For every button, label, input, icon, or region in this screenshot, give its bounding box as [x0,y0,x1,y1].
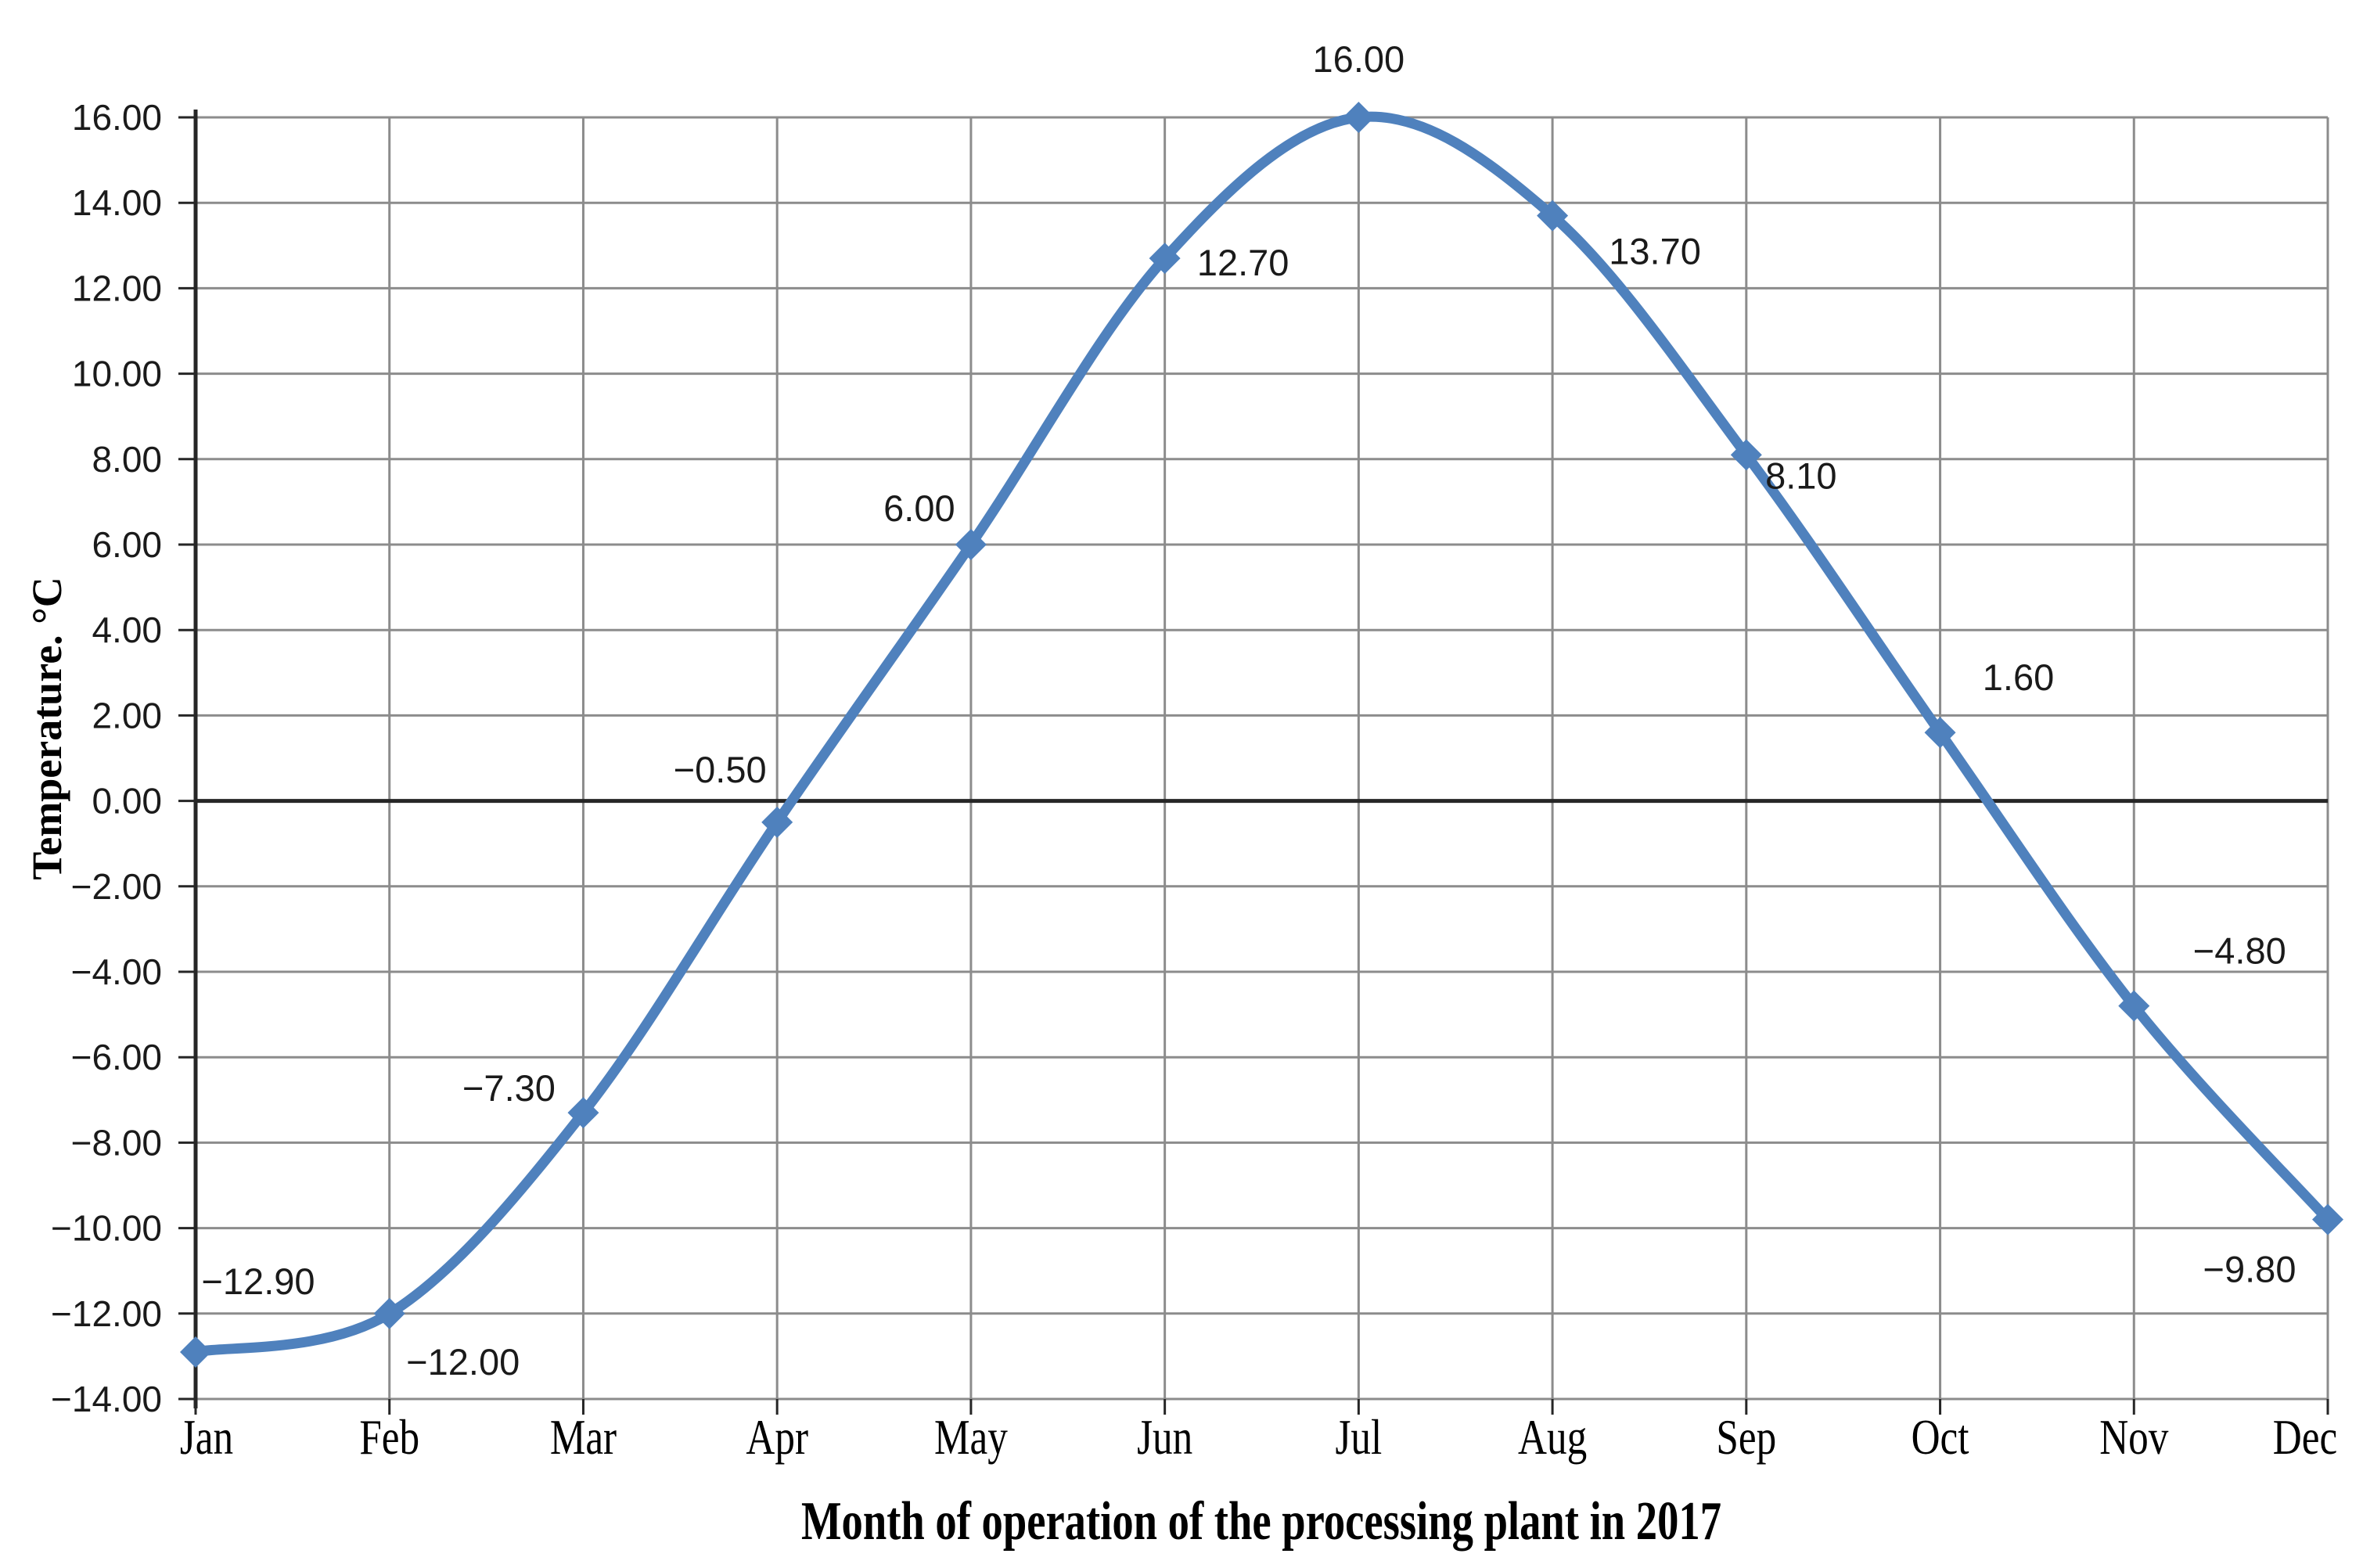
y-axis-title: Temperature. °C [23,577,70,880]
y-tick-label: −14.00 [51,1379,162,1419]
x-tick-label: Nov [2099,1409,2168,1466]
data-label: 12.70 [1197,242,1289,283]
y-tick-label: −4.00 [71,951,162,992]
data-label: −7.30 [462,1067,556,1109]
data-label: 6.00 [883,487,955,529]
x-tick-label: Apr [746,1409,808,1466]
data-label: −12.00 [406,1341,520,1383]
y-tick-label: −6.00 [71,1037,162,1077]
x-tick-label: Mar [550,1409,617,1466]
y-tick-label: −2.00 [71,866,162,907]
x-tick-label: Aug [1518,1409,1587,1466]
y-tick-label: 0.00 [92,781,162,822]
y-tick-label: 10.00 [72,354,162,394]
data-label: −9.80 [2203,1249,2296,1290]
y-tick-label: 12.00 [72,268,162,308]
x-tick-label: Jun [1137,1409,1192,1466]
y-tick-label: 2.00 [92,695,162,735]
data-point-marker [2312,1203,2343,1235]
x-tick-label: May [934,1409,1008,1466]
data-label: −0.50 [674,749,767,790]
data-point-marker [180,1336,211,1368]
data-point-marker [567,1097,599,1129]
y-tick-label: 16.00 [72,97,162,138]
x-tick-label: Jan [180,1409,233,1466]
y-tick-label: −8.00 [71,1122,162,1163]
data-point-marker [1149,243,1181,275]
data-point-marker [955,529,987,560]
data-label: 8.10 [1765,455,1836,496]
y-tick-label: 6.00 [92,524,162,565]
data-point-marker [2118,990,2150,1022]
data-point-marker [1730,439,1762,471]
x-axis-title: Month of operation of the processing pla… [801,1491,1721,1552]
data-point-marker [373,1297,405,1329]
x-tick-label: Dec [2273,1409,2337,1466]
y-tick-label: 4.00 [92,610,162,650]
data-label: 13.70 [1609,231,1701,272]
data-point-marker [761,806,793,838]
temperature-line [190,111,2333,1358]
y-tick-label: −12.00 [51,1293,162,1334]
data-point-marker [1537,200,1569,232]
y-tick-label: 14.00 [72,182,162,223]
data-point-marker [1343,102,1375,133]
x-tick-label: Sep [1716,1409,1776,1466]
data-label: 1.60 [1983,656,2054,698]
x-tick-label: Oct [1912,1409,1969,1466]
data-label: 16.00 [1313,38,1405,80]
x-tick-label: Jul [1335,1409,1382,1466]
data-label: −12.90 [201,1261,315,1302]
x-tick-label: Feb [359,1409,419,1466]
y-tick-label: 8.00 [92,439,162,480]
data-label: −4.80 [2193,930,2286,972]
data-point-marker [1924,717,1956,749]
y-tick-label: −10.00 [51,1208,162,1249]
